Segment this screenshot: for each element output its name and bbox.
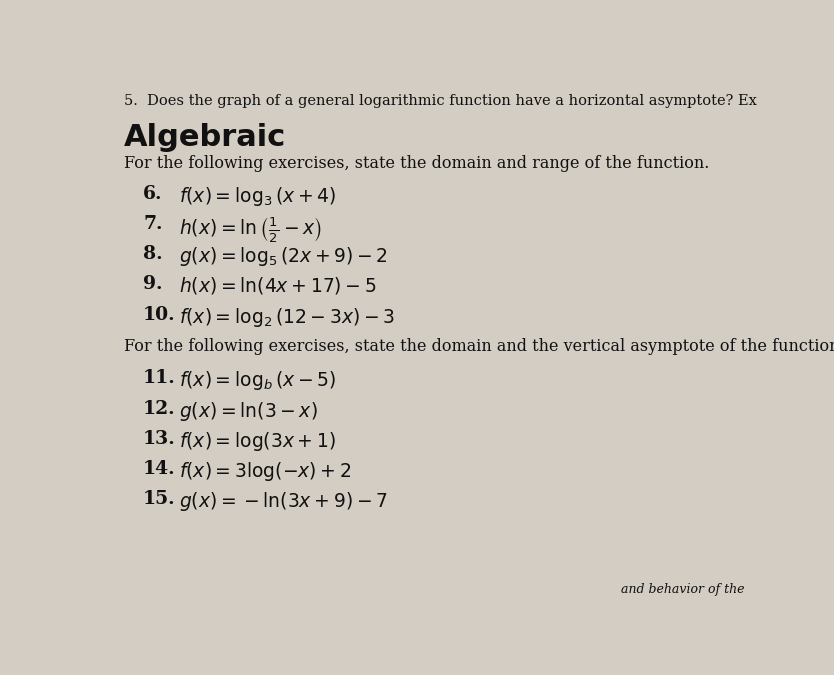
Text: $h(x) = \ln\left(\frac{1}{2} - x\right)$: $h(x) = \ln\left(\frac{1}{2} - x\right)$: [178, 215, 321, 244]
Text: $f(x) = \log_b(x-5)$: $f(x) = \log_b(x-5)$: [178, 369, 335, 392]
Text: 15.: 15.: [143, 490, 176, 508]
Text: Algebraic: Algebraic: [123, 123, 286, 152]
Text: For the following exercises, state the domain and the vertical asymptote of the : For the following exercises, state the d…: [123, 338, 834, 355]
Text: $f(x) = \log(3x+1)$: $f(x) = \log(3x+1)$: [178, 430, 335, 453]
Text: 13.: 13.: [143, 430, 176, 448]
Text: 14.: 14.: [143, 460, 176, 478]
Text: $f(x) = \log_2(12-3x) - 3$: $f(x) = \log_2(12-3x) - 3$: [178, 306, 394, 329]
Text: 9.: 9.: [143, 275, 163, 294]
Text: $g(x) = -\ln(3x+9)-7$: $g(x) = -\ln(3x+9)-7$: [178, 490, 387, 513]
Text: $g(x) = \log_5(2x+9) - 2$: $g(x) = \log_5(2x+9) - 2$: [178, 245, 388, 268]
Text: For the following exercises, state the domain and range of the function.: For the following exercises, state the d…: [123, 155, 709, 172]
Text: $h(x) = \ln(4x+17) - 5$: $h(x) = \ln(4x+17) - 5$: [178, 275, 376, 296]
Text: 5.  Does the graph of a general logarithmic function have a horizontal asymptote: 5. Does the graph of a general logarithm…: [123, 94, 756, 108]
Text: $g(x) = \ln(3-x)$: $g(x) = \ln(3-x)$: [178, 400, 317, 423]
Text: 10.: 10.: [143, 306, 176, 323]
Text: and behavior of the: and behavior of the: [620, 583, 744, 595]
Text: 6.: 6.: [143, 185, 163, 203]
Text: 12.: 12.: [143, 400, 176, 418]
Text: $f(x) = 3\log(-x)+2$: $f(x) = 3\log(-x)+2$: [178, 460, 351, 483]
Text: $f(x) = \log_3(x+4)$: $f(x) = \log_3(x+4)$: [178, 185, 335, 208]
Text: 8.: 8.: [143, 245, 163, 263]
Text: 7.: 7.: [143, 215, 163, 233]
Text: 11.: 11.: [143, 369, 176, 387]
